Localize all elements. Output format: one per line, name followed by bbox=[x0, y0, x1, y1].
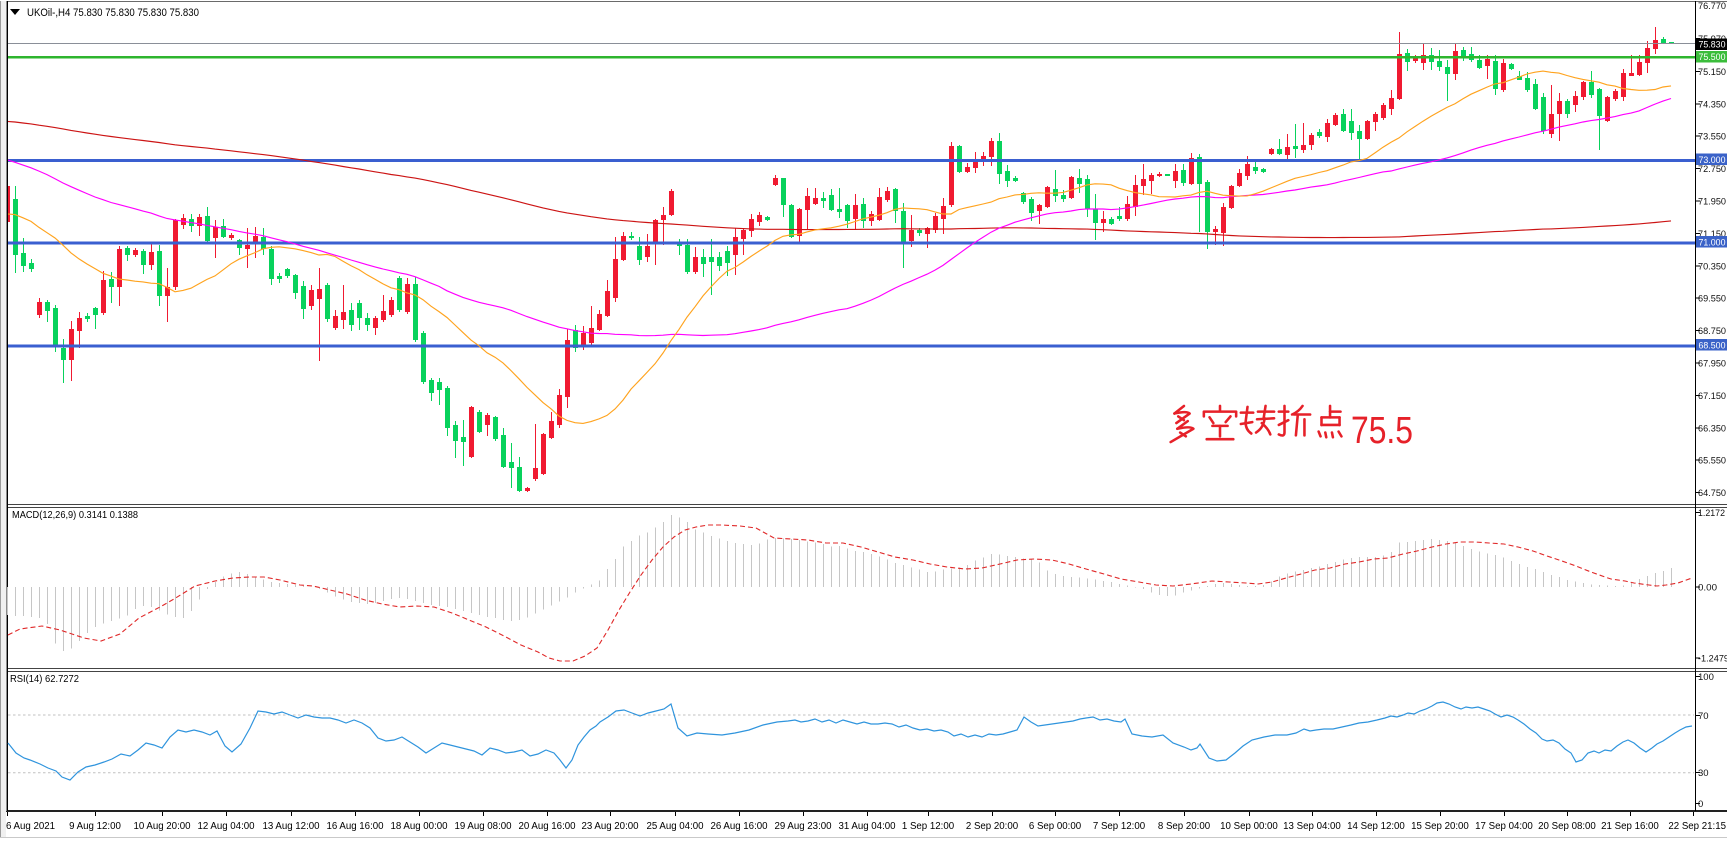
svg-text:-1.2479: -1.2479 bbox=[1698, 654, 1727, 665]
svg-text:20 Aug 16:00: 20 Aug 16:00 bbox=[518, 821, 576, 832]
svg-text:16 Aug 16:00: 16 Aug 16:00 bbox=[326, 821, 384, 832]
svg-text:67.150: 67.150 bbox=[1698, 391, 1726, 402]
svg-text:67.950: 67.950 bbox=[1698, 359, 1726, 370]
svg-text:75.500: 75.500 bbox=[1699, 52, 1726, 63]
svg-text:30: 30 bbox=[1698, 768, 1709, 779]
svg-text:0.00: 0.00 bbox=[1698, 582, 1717, 593]
svg-text:73.000: 73.000 bbox=[1699, 155, 1726, 166]
svg-text:17 Sep 04:00: 17 Sep 04:00 bbox=[1475, 821, 1533, 832]
svg-text:64.750: 64.750 bbox=[1698, 488, 1726, 499]
svg-text:1 Sep 12:00: 1 Sep 12:00 bbox=[902, 821, 955, 832]
svg-text:31 Aug 04:00: 31 Aug 04:00 bbox=[838, 821, 896, 832]
svg-text:20 Sep 08:00: 20 Sep 08:00 bbox=[1538, 821, 1596, 832]
svg-text:29 Aug 23:00: 29 Aug 23:00 bbox=[774, 821, 832, 832]
svg-text:18 Aug 00:00: 18 Aug 00:00 bbox=[390, 821, 448, 832]
svg-text:75.150: 75.150 bbox=[1698, 67, 1726, 78]
svg-text:69.550: 69.550 bbox=[1698, 294, 1726, 305]
svg-text:73.550: 73.550 bbox=[1698, 132, 1726, 143]
svg-text:71.150: 71.150 bbox=[1698, 229, 1726, 240]
svg-text:74.350: 74.350 bbox=[1698, 99, 1726, 110]
svg-text:66.350: 66.350 bbox=[1698, 423, 1726, 434]
svg-text:2 Sep 20:00: 2 Sep 20:00 bbox=[966, 821, 1019, 832]
svg-text:70.350: 70.350 bbox=[1698, 261, 1726, 272]
svg-text:13 Aug 12:00: 13 Aug 12:00 bbox=[262, 821, 320, 832]
svg-text:21 Sep 16:00: 21 Sep 16:00 bbox=[1601, 821, 1659, 832]
svg-text:0: 0 bbox=[1698, 799, 1703, 810]
svg-text:65.550: 65.550 bbox=[1698, 456, 1726, 467]
svg-text:76.770: 76.770 bbox=[1698, 1, 1726, 12]
svg-text:68.500: 68.500 bbox=[1699, 340, 1726, 351]
svg-text:MACD(12,26,9) 0.3141 0.1388: MACD(12,26,9) 0.3141 0.1388 bbox=[12, 509, 138, 521]
svg-text:68.750: 68.750 bbox=[1698, 326, 1726, 337]
svg-text:22 Sep 21:15: 22 Sep 21:15 bbox=[1668, 821, 1726, 832]
svg-text:100: 100 bbox=[1698, 672, 1714, 683]
svg-text:14 Sep 12:00: 14 Sep 12:00 bbox=[1347, 821, 1405, 832]
svg-text:8 Sep 20:00: 8 Sep 20:00 bbox=[1158, 821, 1211, 832]
svg-text:12 Aug 04:00: 12 Aug 04:00 bbox=[197, 821, 255, 832]
svg-text:15 Sep 20:00: 15 Sep 20:00 bbox=[1411, 821, 1469, 832]
svg-text:23 Aug 20:00: 23 Aug 20:00 bbox=[581, 821, 639, 832]
svg-text:10 Aug 20:00: 10 Aug 20:00 bbox=[133, 821, 191, 832]
svg-text:UKOil-,H4 75.830 75.830 75.83: UKOil-,H4 75.830 75.830 75.830 75.830 bbox=[27, 7, 199, 19]
svg-text:71.950: 71.950 bbox=[1698, 197, 1726, 208]
svg-text:72.750: 72.750 bbox=[1698, 164, 1726, 175]
svg-text:10 Sep 00:00: 10 Sep 00:00 bbox=[1220, 821, 1278, 832]
svg-text:7 Sep 12:00: 7 Sep 12:00 bbox=[1093, 821, 1146, 832]
svg-text:71.000: 71.000 bbox=[1699, 237, 1726, 248]
svg-text:70: 70 bbox=[1698, 711, 1709, 722]
svg-text:19 Aug 08:00: 19 Aug 08:00 bbox=[454, 821, 512, 832]
svg-text:13 Sep 04:00: 13 Sep 04:00 bbox=[1283, 821, 1341, 832]
svg-text:RSI(14) 62.7272: RSI(14) 62.7272 bbox=[10, 673, 79, 685]
svg-text:9 Aug 12:00: 9 Aug 12:00 bbox=[69, 821, 121, 832]
svg-text:26 Aug 16:00: 26 Aug 16:00 bbox=[710, 821, 768, 832]
svg-text:6 Aug 2021: 6 Aug 2021 bbox=[6, 821, 55, 832]
svg-text:25 Aug 04:00: 25 Aug 04:00 bbox=[646, 821, 704, 832]
svg-text:1.2172: 1.2172 bbox=[1698, 508, 1725, 519]
svg-text:6 Sep 00:00: 6 Sep 00:00 bbox=[1029, 821, 1082, 832]
svg-text:75.830: 75.830 bbox=[1699, 40, 1726, 51]
svg-text:75.5: 75.5 bbox=[1351, 410, 1413, 452]
